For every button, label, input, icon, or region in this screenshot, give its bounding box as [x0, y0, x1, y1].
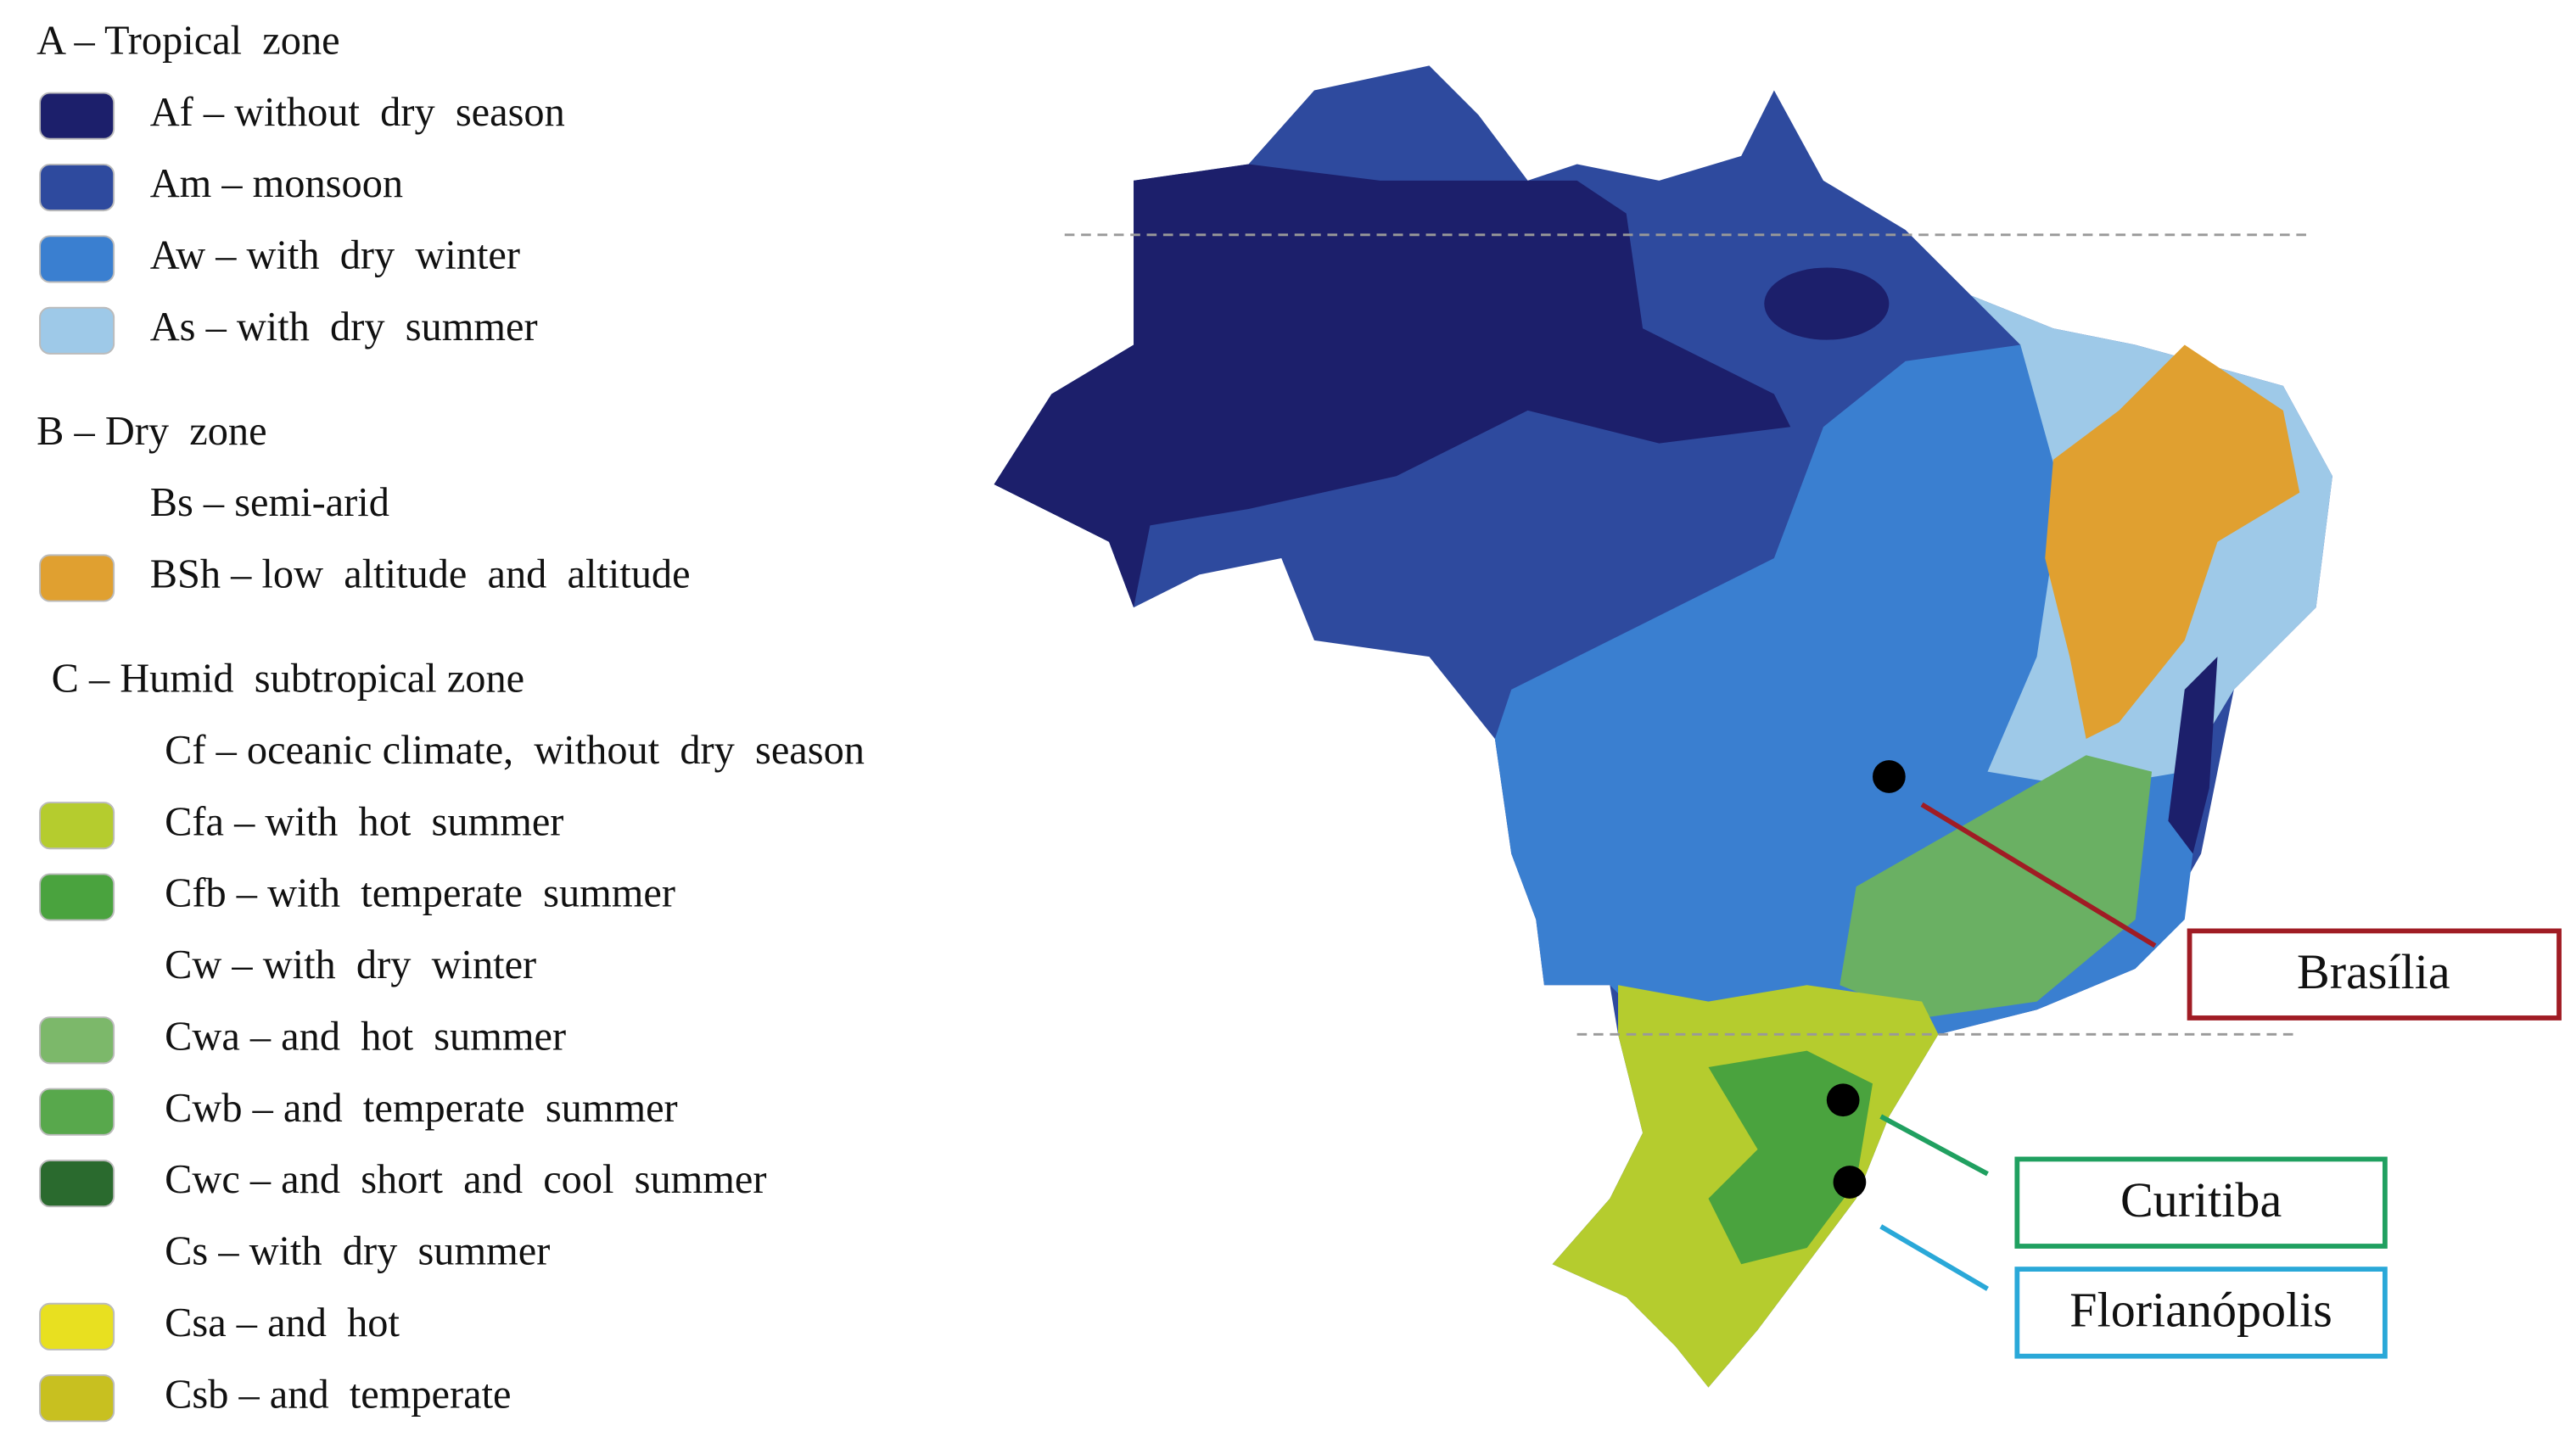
city-dot [1873, 760, 1906, 793]
brazil-map [994, 65, 2332, 1388]
leader-line [1879, 1224, 1989, 1291]
legend-heading: A – Tropical zone [36, 18, 339, 63]
city-dot [1833, 1166, 1867, 1199]
region-bsh [2045, 344, 2300, 739]
legend-label: Aw – with dry winter [150, 233, 520, 278]
legend-label: Cwa – and hot summer [165, 1014, 566, 1059]
label-box [2014, 1156, 2388, 1249]
legend-label: Bs – semi-arid [150, 480, 389, 525]
label-box [2187, 928, 2562, 1021]
legend-label: Cw – with dry winter [165, 942, 536, 987]
legend-swatch [39, 163, 115, 212]
legend-label: Csb – and temperate [165, 1372, 511, 1417]
legend-swatch [39, 306, 115, 355]
legend-heading: B – Dry zone [36, 409, 266, 454]
legend-label: Cfa – with hot summer [165, 799, 563, 844]
legend-label: Am – monsoon [150, 161, 403, 206]
legend-label: Cf – oceanic climate, without dry season [165, 728, 865, 773]
legend-swatch [39, 554, 115, 602]
legend-swatch [39, 1088, 115, 1136]
legend-swatch [39, 1302, 115, 1351]
leader-line [1879, 1114, 1989, 1177]
city-label: Brasília [2297, 944, 2450, 999]
legend-label: Cfb – with temperate summer [165, 871, 675, 916]
label-box [2014, 1267, 2388, 1359]
legend-swatch [39, 92, 115, 140]
region-af [1764, 267, 1890, 340]
leader-line [1920, 802, 2157, 948]
legend-heading: C – Humid subtropical zone [52, 656, 525, 701]
region-af-coast [2168, 657, 2218, 854]
region-af [994, 164, 1791, 608]
legend-swatch [39, 1160, 115, 1208]
legend-swatch [39, 235, 115, 283]
legend-swatch [39, 873, 115, 921]
legend-swatch [39, 1374, 115, 1423]
legend-label: Af – without dry season [150, 90, 565, 135]
legend-swatch [39, 1016, 115, 1065]
legend-label: As – with dry summer [150, 305, 538, 350]
legend-label: Cwc – and short and cool summer [165, 1157, 766, 1202]
city-dot [1826, 1083, 1860, 1117]
legend-label: Cwb – and temperate summer [165, 1086, 678, 1131]
city-label: Curitiba [2120, 1172, 2282, 1228]
legend-swatch [39, 802, 115, 850]
legend-label: Csa – and hot [165, 1300, 400, 1345]
legend-label: Cs – with dry summer [165, 1229, 550, 1274]
city-label: Florianópolis [2069, 1283, 2332, 1338]
legend-label: BSh – low altitude and altitude [150, 552, 691, 597]
region-cwa [1840, 755, 2153, 1018]
